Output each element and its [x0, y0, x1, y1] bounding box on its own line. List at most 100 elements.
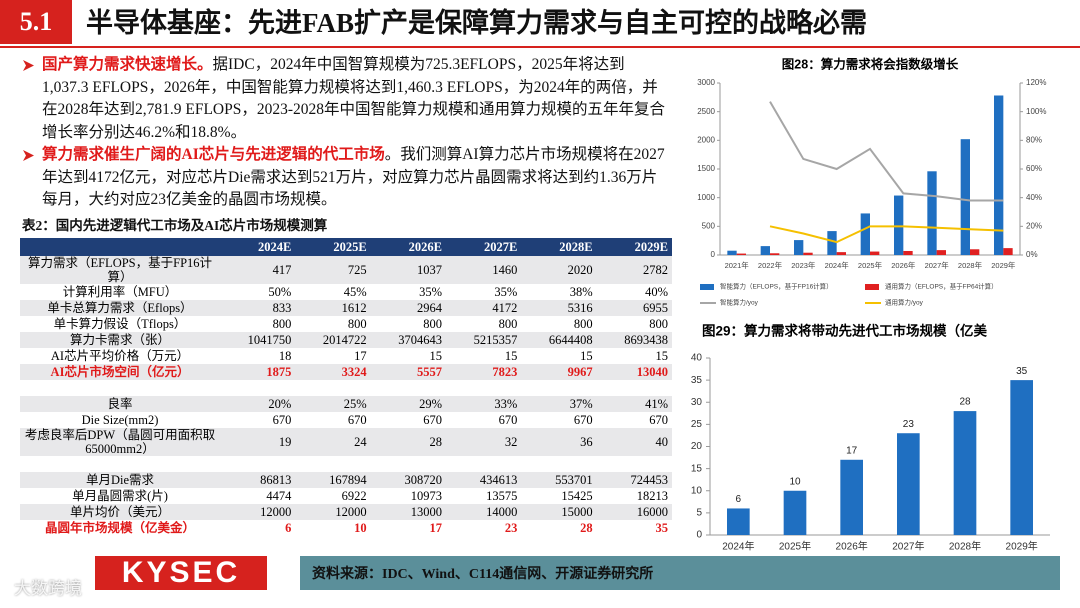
cell: 32 [445, 428, 522, 456]
cell: 10 [354, 521, 367, 535]
bar [894, 195, 904, 255]
bar [1003, 248, 1013, 255]
cell: 15 [429, 349, 442, 363]
y-tick-label: 5 [696, 508, 702, 519]
cell: 23 [504, 521, 518, 535]
section-number: 5.1 [0, 0, 72, 44]
cell: 17 [429, 521, 442, 535]
cell: 670 [573, 413, 593, 427]
bullets: 国产算力需求快速增长。据IDC，2024年中国智算规模为725.3EFLOPS，… [22, 54, 667, 212]
x-tick-label: 2029年 [991, 260, 1016, 270]
row-label: 单片均价（美元） [20, 504, 220, 520]
bar [760, 246, 770, 255]
cell: 28 [580, 521, 593, 535]
line [769, 225, 1004, 244]
row: 计算利用率（MFU） 50% 45% 35% 35% 38% 40% [20, 284, 672, 300]
cell: 8693438 [596, 332, 672, 348]
cell: 5557 [370, 364, 446, 380]
x-tick-label: 2021年 [725, 260, 750, 270]
bullet-icon [23, 60, 34, 71]
cell [446, 456, 521, 472]
cell: 15425 [561, 489, 593, 503]
cell: 6 [285, 521, 292, 535]
cell: 13000 [370, 504, 446, 520]
bullet-text: 据IDC，2024年中国智算规模为725.3EFLOPS，2025年将达到1,0… [42, 56, 666, 141]
row: AI芯片平均价格（万元） 18 17 15 15 15 15 [20, 348, 672, 364]
title-rule [0, 46, 1080, 48]
bar [1010, 380, 1033, 535]
y2-tick-label: 40% [1026, 193, 1042, 202]
data-label: 10 [789, 476, 801, 487]
cell: 13575 [486, 489, 518, 503]
row-label: 算力需求（EFLOPS，基于FP16计算） [20, 256, 220, 284]
data-label: 28 [959, 397, 971, 408]
x-tick-label: 2022年 [758, 260, 783, 270]
data-label: 23 [903, 419, 915, 430]
cell [295, 380, 370, 396]
y-tick-label: 0 [696, 530, 702, 541]
cell: 13040 [596, 364, 672, 380]
cell: 800 [423, 317, 442, 331]
bar [736, 253, 746, 255]
data-table: 2024E 2025E 2026E 2027E 2028E 2029E 算力需求（EFLOP… [20, 238, 672, 536]
x-tick-label: 2024年 [825, 260, 850, 270]
cell: 35% [419, 285, 442, 299]
bar [783, 490, 807, 535]
row: 算力卡需求（张） 1041750 2014722 3704643 5215357 6644… [20, 332, 672, 348]
row-label: 算力卡需求（张） [20, 332, 220, 348]
row-label: 单月Die需求 [20, 472, 220, 488]
cell: 35 [655, 521, 669, 535]
data-label: 6 [736, 494, 742, 505]
cell: 6644408 [521, 332, 597, 348]
bar [903, 250, 913, 255]
cell: 12000 [295, 504, 371, 520]
row: 单月Die需求 86813 167894 308720 434613 553701 7244… [20, 472, 672, 488]
x-tick-label: 2028年 [958, 260, 983, 270]
cell: 28 [370, 428, 446, 456]
cell: 2020 [521, 256, 597, 284]
cell: 40% [645, 285, 668, 299]
bar [727, 250, 737, 255]
bar [727, 508, 750, 535]
cell [521, 380, 596, 396]
y2-tick-label: 120% [1026, 78, 1046, 87]
cell: 50% [268, 285, 292, 299]
source-note: 资料来源：IDC、Wind、C114通信网、开源证券研究所 [300, 556, 1060, 590]
blank-row [20, 380, 672, 396]
bar [836, 252, 846, 255]
cell: 18213 [636, 489, 668, 503]
y-tick-label: 1500 [697, 164, 715, 173]
cell: 1041750 [220, 332, 296, 348]
row: 单片均价（美元） 12000 12000 13000 14000 15000 16000 [20, 504, 672, 520]
cell: 308720 [370, 472, 446, 488]
bar [840, 459, 863, 535]
bar [927, 171, 937, 255]
cell: 9967 [521, 364, 597, 380]
y-tick-label: 3000 [697, 78, 715, 87]
chart-29: 图29：算力需求将带动先进代工市场规模（亿美 0 5 10 15 20 25 30 35 40 6 2… [691, 323, 1050, 553]
y-tick-label: 10 [691, 485, 703, 496]
bullet-arrow [23, 150, 34, 161]
cell: 15 [580, 349, 593, 363]
cell: 417 [220, 256, 296, 284]
bar [794, 240, 804, 255]
y-tick-label: 40 [691, 353, 703, 364]
cell: 15 [504, 349, 518, 363]
row-label: AI芯片市场空间（亿元） [20, 364, 220, 380]
cell: 670 [423, 413, 442, 427]
row-label: Die Size(mm2) [81, 413, 159, 427]
cell [295, 456, 370, 472]
header-cell: 2028E [521, 238, 597, 256]
cell: 1037 [370, 256, 446, 284]
x-tick-label: 2029年 [1006, 540, 1038, 553]
legend-label: 通用算力（EFLOPS，基于FP64计算） [885, 282, 998, 291]
cell: 29% [370, 396, 446, 412]
cell: 2964 [370, 300, 446, 316]
row-label: 考虑良率后DPW（晶圆可用面积取65000mm2） [20, 428, 220, 456]
cell [371, 380, 446, 396]
cell: 800 [347, 317, 367, 331]
row: 单卡总算力需求（Eflops） 833 1612 2964 4172 5316 6955 [20, 300, 672, 316]
y-tick-label: 20 [691, 441, 703, 452]
row-label: 计算利用率（MFU） [62, 285, 178, 299]
cell: 725 [295, 256, 371, 284]
